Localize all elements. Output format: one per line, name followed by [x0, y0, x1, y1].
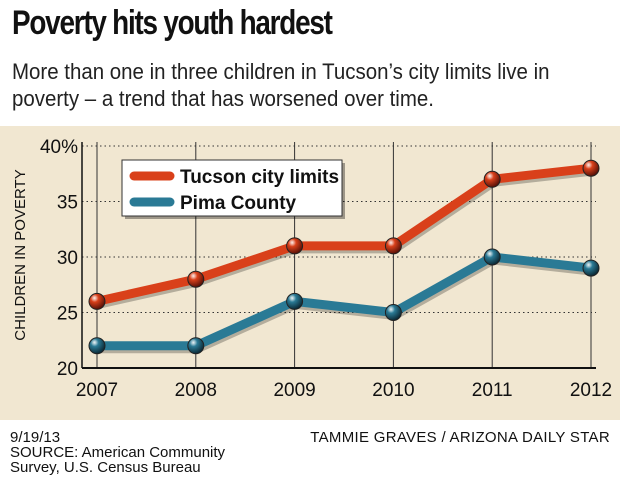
data-point-pima [384, 304, 402, 321]
x-tick-label: 2009 [273, 380, 315, 401]
credit: TAMMIE GRAVES / ARIZONA DAILY STAR [310, 429, 610, 446]
data-point-pima [582, 259, 600, 277]
chart-subtitle: More than one in three children in Tucso… [12, 59, 550, 111]
data-point-tucson [286, 237, 304, 255]
chart-title: Poverty hits youth hardest [12, 4, 333, 42]
data-point-pima [187, 337, 205, 355]
x-tick-label: 2012 [570, 380, 612, 401]
data-point-pima [286, 292, 304, 310]
y-tick-label: 35 [57, 193, 78, 214]
source-line-2: Survey, U.S. Census Bureau [10, 459, 201, 476]
data-point-pima [483, 248, 501, 266]
x-tick-label: 2011 [472, 380, 513, 401]
series-layer [88, 159, 600, 355]
data-point-tucson [88, 292, 106, 310]
legend: Tucson city limits Pima County [121, 159, 345, 219]
legend-box [121, 159, 343, 217]
y-tick-label: 40% [40, 137, 78, 158]
y-tick-label: 25 [57, 304, 78, 325]
y-axis-label: CHILDREN IN POVERTY [12, 169, 29, 340]
data-point-pima [88, 337, 106, 355]
x-tick-label: 2007 [76, 380, 118, 401]
source-line-1: SOURCE: American Community [10, 444, 226, 461]
x-tick-label: 2008 [175, 380, 217, 401]
data-point-tucson [582, 159, 600, 177]
legend-label: Pima County [180, 193, 297, 214]
data-point-tucson [384, 237, 402, 255]
publish-date: 9/19/13 [10, 429, 61, 446]
y-tick-label: 20 [57, 359, 78, 380]
data-point-tucson [187, 270, 205, 288]
legend-label: Tucson city limits [180, 167, 339, 188]
axes: 20 25 30 35 40% 2007 2008 2009 2010 2011 2012 [40, 137, 612, 401]
x-tick-label: 2010 [372, 380, 414, 401]
series-line-tucson [92, 163, 596, 306]
data-point-tucson [483, 170, 501, 188]
y-tick-label: 30 [57, 248, 78, 269]
footer-left: 9/19/13 SOURCE: American Community Surve… [10, 430, 225, 475]
series-line-pima [92, 252, 596, 351]
